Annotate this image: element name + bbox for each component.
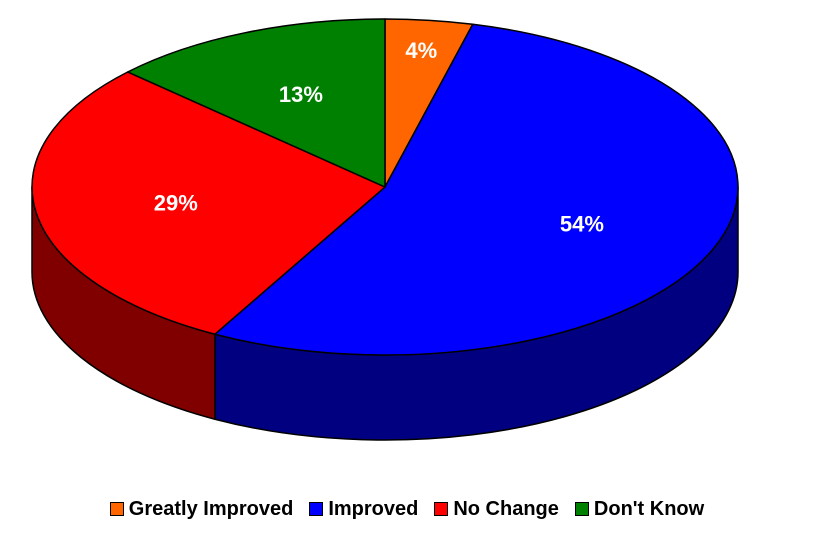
legend-swatch-dont-know xyxy=(574,502,589,516)
slice-label-improved: 54% xyxy=(560,212,604,237)
legend-label-greatly-improved: Greatly Improved xyxy=(128,497,294,520)
slice-label-no-change: 29% xyxy=(154,190,198,215)
pie-slice-improved xyxy=(214,23,739,356)
pie-slices xyxy=(31,18,739,356)
pie-slice-dont-know xyxy=(126,18,386,188)
legend: Greatly Improved Improved No Change Don'… xyxy=(0,494,814,524)
slice-labels: 4% 54% 29% 13% xyxy=(154,38,604,237)
legend-swatch-greatly-improved xyxy=(109,502,124,516)
slice-label-greatly-improved: 4% xyxy=(405,38,437,63)
legend-label-no-change: No Change xyxy=(453,497,559,520)
pie-slice-no-change xyxy=(31,71,386,335)
legend-label-dont-know: Don't Know xyxy=(593,497,705,520)
legend-item-no-change: No Change xyxy=(434,498,559,521)
legend-swatch-improved xyxy=(309,502,324,516)
slice-label-dont-know: 13% xyxy=(279,82,323,107)
legend-item-greatly-improved: Greatly Improved xyxy=(109,497,294,521)
legend-item-dont-know: Don't Know xyxy=(574,497,705,521)
legend-swatch-no-change xyxy=(434,502,449,516)
legend-label-improved: Improved xyxy=(328,497,419,520)
legend-item-improved: Improved xyxy=(309,498,418,521)
